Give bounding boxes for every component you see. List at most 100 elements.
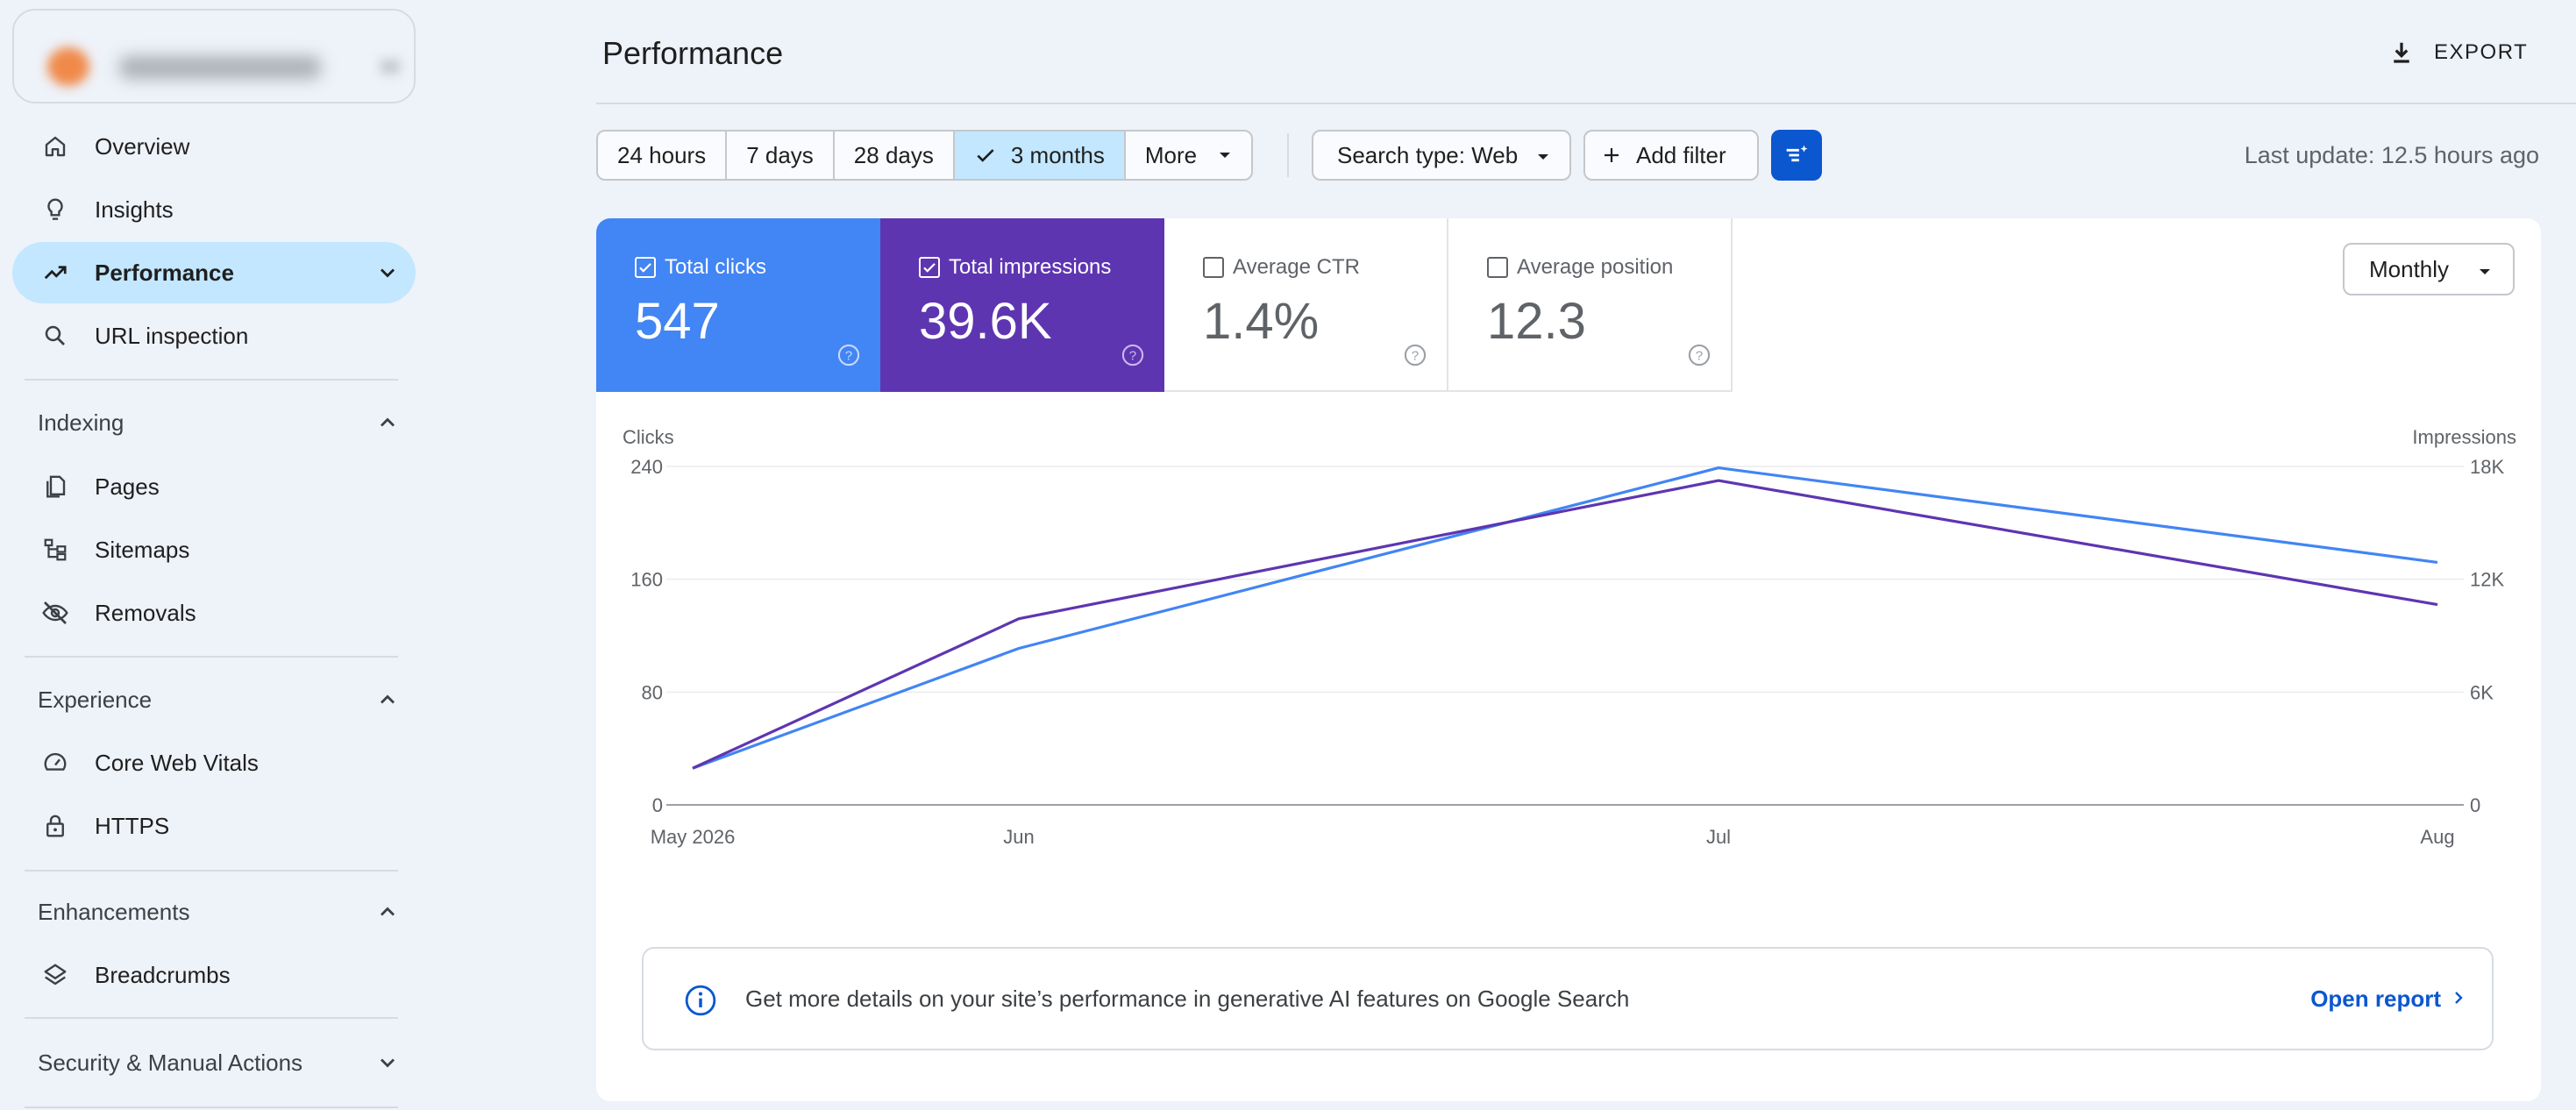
metric-total-impressions[interactable]: Total impressions 39.6K ? — [880, 218, 1164, 392]
x-tick-label: May 2026 — [651, 826, 736, 848]
section-security-manual-actions[interactable]: Security & Manual Actions — [12, 1036, 416, 1089]
info-icon — [685, 985, 716, 1016]
last-update-text: Last update: 12.5 hours ago — [2244, 142, 2539, 168]
open-report-link[interactable]: Open report — [2310, 985, 2441, 1012]
sidebar-item-insights[interactable]: Insights — [12, 179, 416, 240]
section-label: Security & Manual Actions — [38, 1049, 303, 1076]
chevron-up-icon — [381, 694, 395, 704]
checkbox-unchecked[interactable] — [1203, 257, 1224, 278]
sitemap-icon — [39, 533, 72, 566]
svg-text:?: ? — [845, 348, 852, 363]
download-icon — [2394, 42, 2409, 63]
more-label: More — [1144, 141, 1198, 168]
section-enhancements[interactable]: Enhancements — [12, 886, 416, 938]
x-tick-label: Jun — [1003, 826, 1034, 848]
toolbar-divider — [1287, 133, 1289, 177]
right-axis-label: Impressions — [2412, 426, 2516, 448]
sidebar-item-overview[interactable]: Overview — [12, 116, 416, 177]
export-button[interactable]: EXPORT — [2388, 33, 2528, 72]
search-type-dropdown[interactable]: Search type: Web — [1312, 130, 1571, 181]
property-favicon — [47, 47, 89, 86]
sidebar-divider — [25, 1106, 398, 1108]
metric-value: 547 — [635, 293, 720, 350]
date-range-selector: 24 hours 7 days 28 days 3 months More — [596, 130, 1254, 181]
sidebar-divider — [25, 656, 398, 658]
check-icon — [977, 149, 994, 162]
chevron-down-icon — [381, 1058, 395, 1068]
add-filter-button[interactable]: Add filter — [1583, 130, 1759, 181]
home-icon — [39, 130, 72, 163]
right-tick-label: 0 — [2470, 794, 2480, 816]
filter-sparkle-icon — [1786, 145, 1808, 162]
caret-down-icon — [1220, 153, 1231, 158]
sidebar-divider — [25, 870, 398, 872]
sidebar-item-https[interactable]: HTTPS — [12, 795, 416, 857]
sidebar: Overview Insights Performance URL inspec… — [0, 0, 430, 1110]
left-axis-label: Clicks — [623, 426, 674, 448]
section-experience[interactable]: Experience — [12, 673, 416, 726]
range-7-days[interactable]: 7 days — [727, 132, 835, 179]
ai-features-banner: Get more details on your site’s performa… — [642, 947, 2494, 1050]
x-tick-label: Aug — [2420, 826, 2454, 848]
banner-message: Get more details on your site’s performa… — [745, 985, 1630, 1012]
series-line-clicks — [692, 466, 2438, 770]
checkbox-checked[interactable] — [919, 257, 940, 278]
property-name-blurred — [119, 56, 321, 79]
sidebar-item-breadcrumbs[interactable]: Breadcrumbs — [12, 944, 416, 1006]
chevron-down-icon — [381, 60, 400, 74]
sidebar-item-sitemaps[interactable]: Sitemaps — [12, 519, 416, 580]
help-icon[interactable]: ? — [1403, 343, 1427, 367]
range-28-days[interactable]: 28 days — [835, 132, 955, 179]
help-icon[interactable]: ? — [1121, 343, 1145, 367]
sidebar-divider — [25, 1017, 398, 1019]
sidebar-item-removals[interactable]: Removals — [12, 582, 416, 644]
svg-text:?: ? — [1412, 348, 1419, 363]
sidebar-item-performance[interactable]: Performance — [12, 242, 416, 303]
sidebar-item-label: HTTPS — [95, 812, 170, 839]
chevron-up-icon — [381, 907, 395, 916]
metric-value: 1.4% — [1203, 293, 1320, 350]
property-selector[interactable] — [12, 9, 416, 103]
metric-value: 39.6K — [919, 293, 1052, 350]
caret-down-icon — [2480, 269, 2490, 274]
sidebar-item-label: Overview — [95, 132, 190, 160]
checkbox-checked[interactable] — [635, 257, 656, 278]
sidebar-divider — [25, 379, 398, 381]
metric-average-ctr[interactable]: Average CTR 1.4% ? — [1164, 218, 1448, 392]
performance-chart: 0 80 160 240 0 6K 12K 18K Clicks Impressions May 2… — [623, 426, 2516, 848]
metric-average-position[interactable]: Average position 12.3 ? — [1448, 218, 1733, 392]
section-indexing[interactable]: Indexing — [12, 396, 416, 449]
range-24-hours[interactable]: 24 hours — [598, 132, 728, 179]
sidebar-item-label: Sitemaps — [95, 536, 190, 563]
range-label: 3 months — [1010, 141, 1105, 168]
page-title: Performance — [602, 35, 784, 71]
caret-down-icon — [1538, 154, 1548, 160]
plus-icon — [1605, 148, 1619, 162]
filter-settings-button[interactable] — [1771, 130, 1822, 181]
granularity-dropdown[interactable]: Monthly — [2343, 243, 2515, 295]
help-icon[interactable]: ? — [1687, 343, 1711, 367]
sidebar-item-pages[interactable]: Pages — [12, 456, 416, 517]
layers-icon — [39, 958, 72, 992]
pages-icon — [39, 470, 72, 503]
sidebar-item-label: Pages — [95, 473, 160, 500]
lock-icon — [39, 809, 72, 843]
sidebar-item-label: Performance — [95, 259, 234, 286]
header-divider — [596, 103, 2576, 104]
checkbox-unchecked[interactable] — [1487, 257, 1508, 278]
sidebar-item-core-web-vitals[interactable]: Core Web Vitals — [12, 732, 416, 793]
range-3-months[interactable]: 3 months — [954, 132, 1126, 179]
sidebar-item-url-inspection[interactable]: URL inspection — [12, 305, 416, 366]
chevron-down-icon — [381, 268, 395, 278]
help-icon[interactable]: ? — [836, 343, 861, 367]
metric-total-clicks[interactable]: Total clicks 547 ? — [596, 218, 880, 392]
metric-name: Total impressions — [949, 255, 1112, 279]
x-tick-label: Jul — [1706, 826, 1731, 848]
more-dropdown[interactable]: More — [1126, 132, 1251, 179]
speedometer-icon — [39, 746, 72, 779]
sidebar-item-label: URL inspection — [95, 322, 249, 349]
metric-name: Total clicks — [665, 255, 767, 279]
section-label: Enhancements — [38, 898, 190, 925]
search-icon — [39, 319, 72, 352]
export-label: EXPORT — [2434, 40, 2529, 64]
